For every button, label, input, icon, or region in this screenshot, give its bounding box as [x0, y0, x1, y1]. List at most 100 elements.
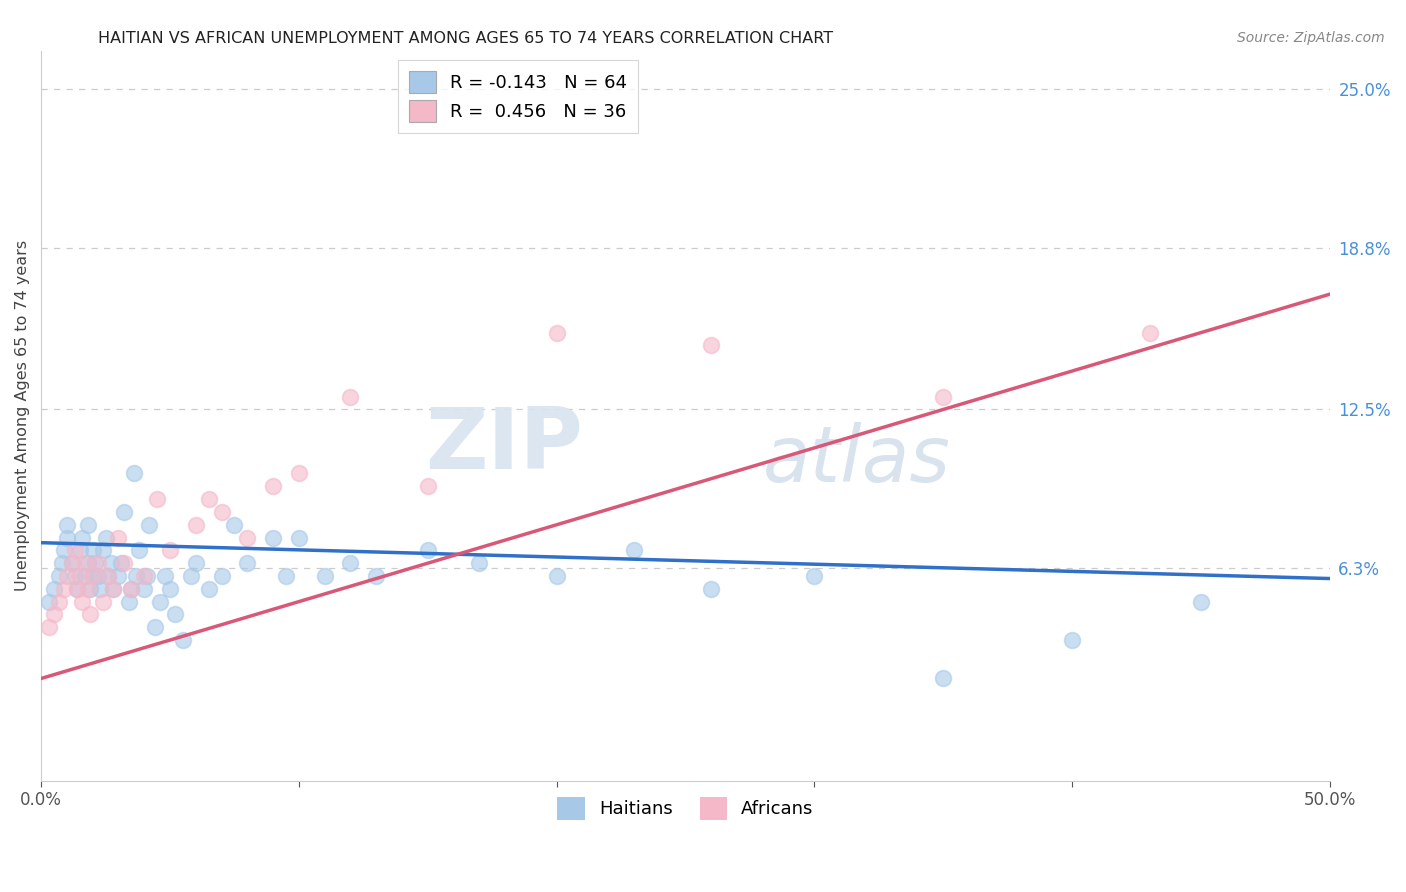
- Point: [87, 569, 110, 583]
- Point: [700, 582, 723, 596]
- Point: [56, 569, 79, 583]
- Text: HAITIAN VS AFRICAN UNEMPLOYMENT AMONG AGES 65 TO 74 YEARS CORRELATION CHART: HAITIAN VS AFRICAN UNEMPLOYMENT AMONG AG…: [98, 31, 834, 46]
- Point: [72, 531, 94, 545]
- Point: [82, 543, 104, 558]
- Point: [66, 582, 89, 596]
- Point: [125, 569, 148, 583]
- Point: [103, 582, 125, 596]
- Point: [53, 582, 76, 596]
- Point: [274, 569, 297, 583]
- Point: [107, 569, 129, 583]
- Point: [546, 569, 568, 583]
- Point: [48, 594, 70, 608]
- Point: [143, 620, 166, 634]
- Point: [89, 582, 111, 596]
- Point: [100, 556, 122, 570]
- Point: [803, 569, 825, 583]
- Point: [76, 556, 98, 570]
- Point: [1189, 594, 1212, 608]
- Point: [69, 569, 91, 583]
- Point: [180, 569, 202, 583]
- Point: [288, 531, 311, 545]
- Point: [135, 569, 157, 583]
- Point: [79, 607, 101, 622]
- Point: [97, 569, 120, 583]
- Point: [56, 531, 79, 545]
- Point: [110, 556, 132, 570]
- Point: [48, 569, 70, 583]
- Point: [236, 556, 259, 570]
- Point: [38, 620, 60, 634]
- Point: [159, 582, 181, 596]
- Point: [120, 582, 142, 596]
- Text: ZIP: ZIP: [425, 403, 582, 486]
- Point: [82, 569, 104, 583]
- Point: [288, 467, 311, 481]
- Point: [69, 543, 91, 558]
- Point: [211, 505, 233, 519]
- Point: [366, 569, 388, 583]
- Point: [118, 594, 141, 608]
- Y-axis label: Unemployment Among Ages 65 to 74 years: Unemployment Among Ages 65 to 74 years: [15, 240, 30, 591]
- Point: [197, 492, 219, 507]
- Point: [339, 556, 361, 570]
- Point: [172, 633, 194, 648]
- Point: [134, 582, 156, 596]
- Point: [128, 543, 150, 558]
- Point: [73, 569, 96, 583]
- Point: [60, 556, 83, 570]
- Point: [82, 569, 104, 583]
- Point: [623, 543, 645, 558]
- Point: [197, 582, 219, 596]
- Point: [700, 338, 723, 352]
- Point: [224, 517, 246, 532]
- Point: [60, 556, 83, 570]
- Point: [236, 531, 259, 545]
- Point: [63, 543, 86, 558]
- Point: [56, 517, 79, 532]
- Point: [932, 672, 955, 686]
- Point: [73, 556, 96, 570]
- Text: atlas: atlas: [763, 422, 950, 498]
- Legend: Haitians, Africans: Haitians, Africans: [550, 790, 821, 827]
- Point: [42, 582, 65, 596]
- Point: [138, 517, 160, 532]
- Point: [42, 607, 65, 622]
- Point: [1062, 633, 1084, 648]
- Point: [149, 594, 172, 608]
- Text: Source: ZipAtlas.com: Source: ZipAtlas.com: [1237, 31, 1385, 45]
- Point: [94, 531, 117, 545]
- Point: [79, 582, 101, 596]
- Point: [146, 492, 169, 507]
- Point: [262, 479, 284, 493]
- Point: [76, 582, 98, 596]
- Point: [122, 467, 145, 481]
- Point: [91, 594, 114, 608]
- Point: [339, 390, 361, 404]
- Point: [184, 556, 207, 570]
- Point: [468, 556, 491, 570]
- Point: [134, 569, 156, 583]
- Point: [91, 543, 114, 558]
- Point: [120, 582, 142, 596]
- Point: [159, 543, 181, 558]
- Point: [932, 390, 955, 404]
- Point: [1139, 326, 1161, 340]
- Point: [97, 569, 120, 583]
- Point: [416, 543, 439, 558]
- Point: [184, 517, 207, 532]
- Point: [66, 582, 89, 596]
- Point: [53, 543, 76, 558]
- Point: [112, 556, 135, 570]
- Point: [84, 556, 107, 570]
- Point: [314, 569, 336, 583]
- Point: [38, 594, 60, 608]
- Point: [112, 505, 135, 519]
- Point: [51, 556, 73, 570]
- Point: [63, 569, 86, 583]
- Point: [546, 326, 568, 340]
- Point: [76, 517, 98, 532]
- Point: [107, 531, 129, 545]
- Point: [262, 531, 284, 545]
- Point: [103, 582, 125, 596]
